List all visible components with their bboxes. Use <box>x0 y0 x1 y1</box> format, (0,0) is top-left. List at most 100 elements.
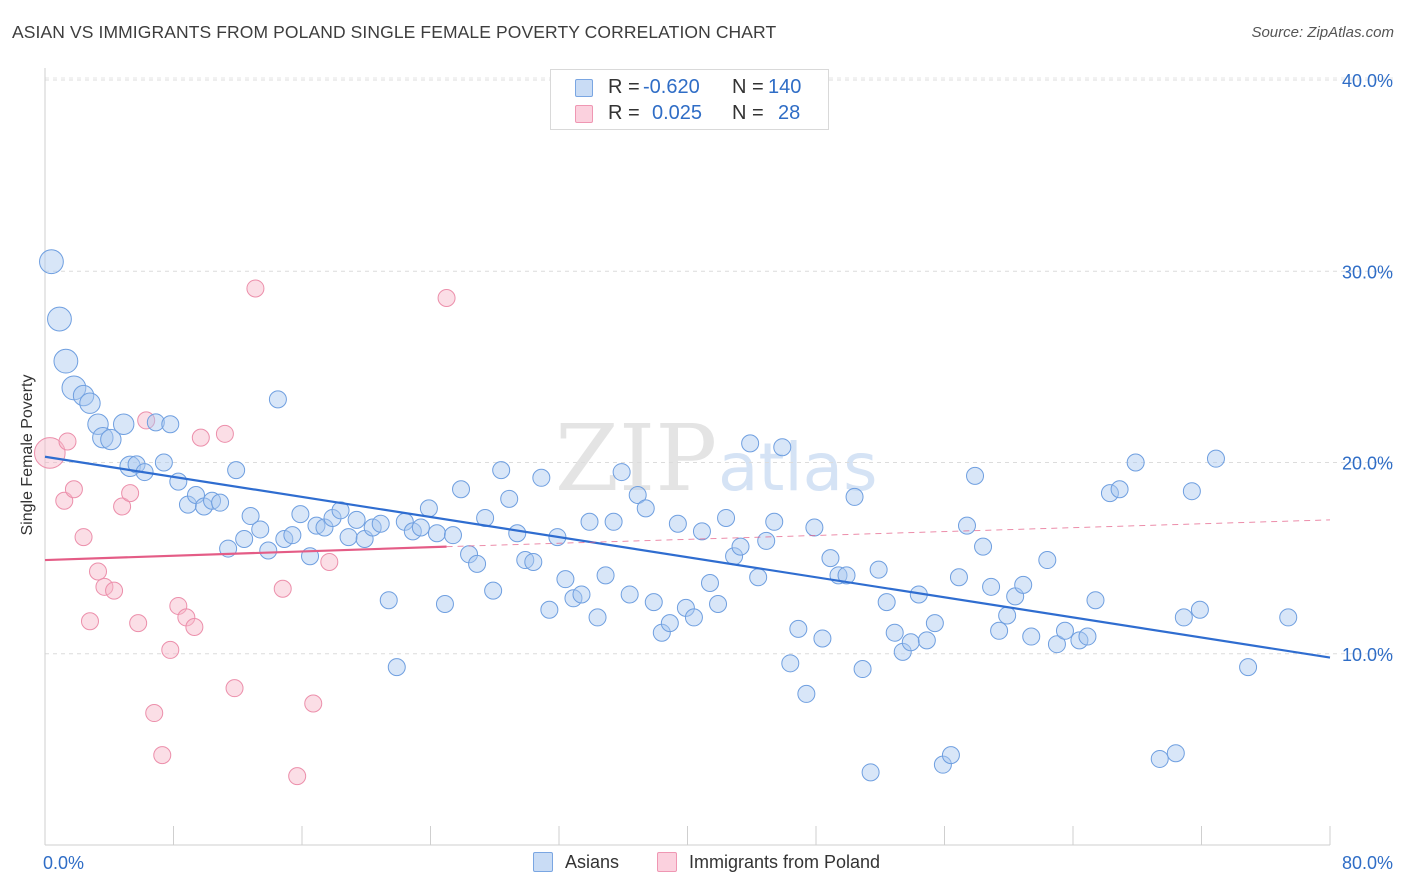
asian-points <box>39 249 1298 782</box>
asian-point <box>524 552 543 571</box>
poland-point <box>185 617 204 636</box>
asian-point <box>331 501 350 520</box>
asian-point <box>765 512 784 531</box>
asian-point <box>1078 627 1097 646</box>
asian-point <box>604 512 623 531</box>
asian-point <box>283 526 302 545</box>
asian-point <box>1279 608 1298 627</box>
asian-point <box>692 522 711 541</box>
poland-point <box>34 437 66 469</box>
asian-point <box>339 528 358 547</box>
poland-swatch <box>575 105 593 123</box>
n-label: N = <box>732 102 764 124</box>
poland-point <box>215 424 234 443</box>
asian-point <box>757 531 776 550</box>
asian-point <box>1166 744 1185 763</box>
asian-point <box>1100 484 1119 503</box>
poland-point <box>304 694 323 713</box>
asian-point <box>371 514 390 533</box>
poland-point <box>129 614 148 633</box>
asians-legend-swatch <box>533 852 553 872</box>
asian-point <box>556 570 575 589</box>
poland-point <box>288 767 307 786</box>
watermark-zip: ZIP <box>555 405 717 512</box>
poland-point <box>320 552 339 571</box>
asian-point <box>508 524 527 543</box>
r-value: -0.620 <box>643 76 700 98</box>
asian-point <box>47 306 72 332</box>
r-label: R = <box>608 76 640 98</box>
asian-point <box>813 629 832 648</box>
asian-point <box>974 537 993 556</box>
asian-point <box>580 512 599 531</box>
y-tick-label: 30.0% <box>1342 262 1393 282</box>
poland-point <box>55 491 74 510</box>
asian-point <box>532 468 551 487</box>
chart-title: ASIAN VS IMMIGRANTS FROM POLAND SINGLE F… <box>12 22 777 42</box>
asian-point <box>821 549 840 568</box>
asian-point <box>500 489 519 508</box>
asian-point <box>731 537 750 556</box>
asian-point <box>709 595 728 614</box>
asian-point <box>644 593 663 612</box>
asian-point <box>1110 480 1129 499</box>
asian-point <box>154 453 173 472</box>
n-label: N = <box>732 76 764 98</box>
asian-point <box>925 614 944 633</box>
asian-point <box>853 660 872 679</box>
asian-point <box>387 658 406 677</box>
asian-point <box>917 631 936 650</box>
poland-point <box>105 581 124 600</box>
r-value: 0.025 <box>652 102 703 124</box>
asian-point <box>982 577 1001 596</box>
poland-point <box>191 428 210 447</box>
asian-point <box>717 508 736 527</box>
asian-point <box>39 249 64 275</box>
poland-point <box>89 562 108 581</box>
asian-point <box>259 541 278 560</box>
poland-point <box>161 640 180 659</box>
asian-point <box>749 568 768 587</box>
asian-point <box>620 585 639 604</box>
asian-point <box>100 428 122 451</box>
poland-point <box>437 289 456 308</box>
asian-point <box>845 487 864 506</box>
asian-point <box>612 463 631 482</box>
asian-point <box>79 392 101 414</box>
poland-point <box>246 279 265 298</box>
n-value: 28 <box>778 102 801 124</box>
asian-point <box>636 499 655 518</box>
asian-point <box>596 566 615 585</box>
watermark-atlas: atlas <box>718 429 878 506</box>
poland-point <box>95 577 114 596</box>
y-tick-label: 40.0% <box>1342 71 1393 91</box>
asian-point <box>773 438 792 457</box>
asian-point <box>781 654 800 673</box>
poland-point <box>273 579 292 598</box>
asian-point <box>1239 658 1258 677</box>
asian-point <box>1126 453 1145 472</box>
poland-point <box>113 497 132 516</box>
asian-point <box>379 591 398 610</box>
asian-point <box>113 413 135 435</box>
asian-point <box>700 573 719 592</box>
legend-item-poland: Immigrants from Poland <box>657 852 880 873</box>
poland-trend-line <box>44 545 447 562</box>
asian-point <box>347 510 366 529</box>
asian-point <box>901 633 920 652</box>
asian-trend-line <box>44 455 1331 659</box>
asian-point <box>484 581 503 600</box>
tick-labels: 10.0% 20.0% 30.0% 40.0% 0.0% 80.0% <box>43 71 1393 873</box>
asian-point <box>1150 749 1169 768</box>
asian-point <box>1022 627 1041 646</box>
legend-item-asians: Asians <box>533 852 619 873</box>
zipatlas-watermark: ZIP atlas <box>555 405 878 512</box>
asian-point <box>1047 635 1066 654</box>
asian-point <box>966 466 985 485</box>
poland-point <box>225 679 244 698</box>
asian-point <box>869 560 888 579</box>
asian-point <box>805 518 824 537</box>
poland-point <box>74 528 93 547</box>
asian-point <box>1190 600 1209 619</box>
